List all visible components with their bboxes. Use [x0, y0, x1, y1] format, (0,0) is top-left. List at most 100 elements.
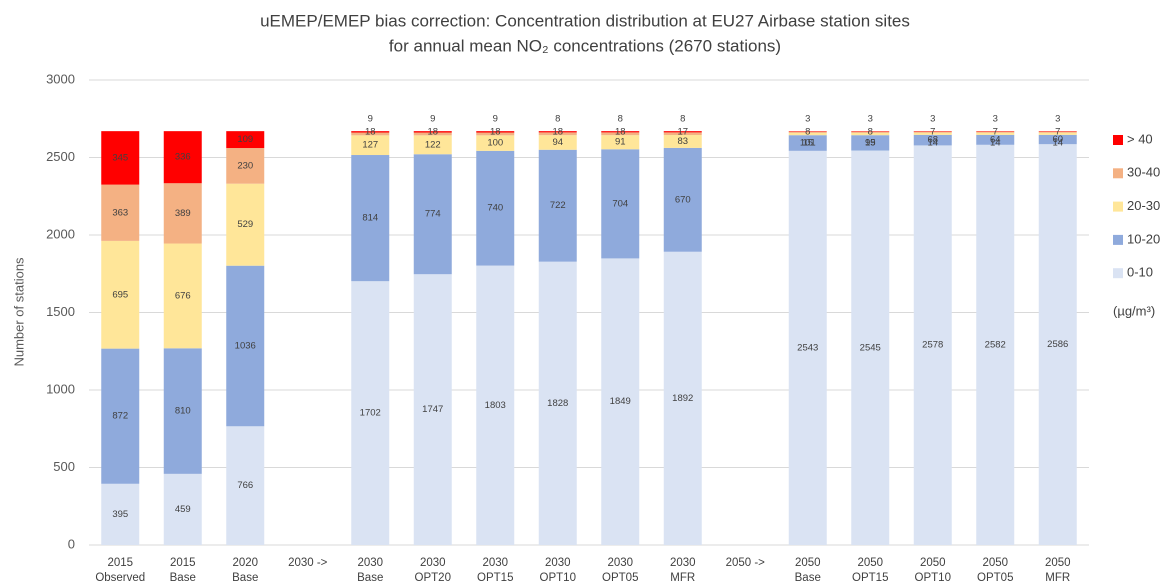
- data-label: 695: [112, 289, 128, 300]
- data-label: 1036: [235, 340, 256, 351]
- bar-segment: [788, 150, 827, 545]
- data-label: 91: [615, 137, 626, 148]
- bar-segment: [913, 131, 952, 133]
- data-label: 2543: [797, 342, 818, 353]
- legend-swatch: [1113, 268, 1123, 279]
- data-label: 1849: [610, 396, 631, 407]
- x-tick-label: 2050: [795, 557, 821, 569]
- bar-segment: [913, 134, 952, 146]
- legend-swatch: [1113, 201, 1123, 212]
- data-label: 8: [805, 127, 810, 138]
- bar-segment: [976, 144, 1015, 546]
- bar-segment: [476, 265, 515, 545]
- data-label: 9: [368, 114, 373, 125]
- x-tick-label: 2020: [232, 557, 258, 569]
- x-tick-label: 2030: [357, 557, 383, 569]
- legend-label: 30-40: [1127, 165, 1160, 180]
- data-label: 1747: [422, 404, 443, 415]
- data-label: 8: [555, 114, 560, 125]
- bar-segment: [601, 149, 640, 259]
- bar-segment: [476, 131, 515, 133]
- chart-title: for annual mean NO₂ concentrations (2670…: [389, 36, 781, 55]
- x-tick-label: OPT15: [477, 572, 513, 584]
- data-label: 109: [237, 134, 253, 145]
- data-label: 676: [175, 290, 191, 301]
- x-tick-label: OPT05: [977, 572, 1013, 584]
- bar-segment: [663, 135, 702, 148]
- data-label: 8: [618, 114, 623, 125]
- data-label: 7: [1055, 127, 1060, 138]
- data-label: 60: [1052, 134, 1063, 145]
- x-tick-label: 2030: [545, 557, 571, 569]
- data-label: 459: [175, 504, 191, 515]
- data-label: 3: [1055, 114, 1060, 125]
- bar-segment: [163, 243, 202, 349]
- y-axis-label: Number of stations: [11, 257, 26, 367]
- bar-segment: [163, 183, 202, 244]
- x-tick-label: 2050: [982, 557, 1008, 569]
- data-label: 9: [430, 114, 435, 125]
- bar-segment: [413, 154, 452, 275]
- data-label: 127: [362, 140, 378, 151]
- y-tick-label: 2500: [46, 149, 75, 164]
- legend-swatch: [1113, 234, 1123, 245]
- bar-segment: [226, 426, 265, 545]
- x-tick-label: OPT10: [915, 572, 951, 584]
- x-tick-label: Base: [795, 572, 821, 584]
- bar-segment: [538, 131, 577, 133]
- bar-segment: [1038, 132, 1077, 135]
- bar-segment: [1038, 134, 1077, 145]
- bar-segment: [851, 135, 890, 151]
- bar-segment: [476, 150, 515, 266]
- data-label: 872: [112, 411, 128, 422]
- data-label: 395: [112, 509, 128, 520]
- bar-segment: [351, 135, 390, 156]
- bar-segment: [476, 135, 515, 151]
- x-tick-label: Base: [232, 572, 258, 584]
- legend-label: 0-10: [1127, 265, 1153, 280]
- data-label: 389: [175, 208, 191, 219]
- bar-segment: [663, 251, 702, 546]
- bar-segment: [163, 348, 202, 474]
- data-label: 740: [487, 203, 503, 214]
- bar-segment: [101, 131, 140, 185]
- data-label: 8: [868, 127, 873, 138]
- data-label: 2582: [985, 339, 1006, 350]
- bar-segment: [351, 281, 390, 545]
- data-label: 100: [487, 138, 503, 149]
- legend-swatch: [1113, 168, 1123, 179]
- data-label: 529: [237, 219, 253, 230]
- x-tick-label: 2030: [607, 557, 633, 569]
- bar-segment: [101, 240, 140, 349]
- bar-segment: [538, 135, 577, 150]
- data-label: 722: [550, 200, 566, 211]
- data-label: 3: [993, 114, 998, 125]
- x-tick-label: OPT05: [602, 572, 638, 584]
- data-label: 18: [552, 127, 563, 138]
- bar-segment: [226, 183, 265, 266]
- bar-segment: [851, 150, 890, 545]
- bar-segment: [351, 132, 390, 136]
- legend-label: > 40: [1127, 131, 1153, 146]
- x-tick-label: 2015: [107, 557, 133, 569]
- x-tick-label: 2050 ->: [726, 557, 766, 569]
- bar-segment: [101, 348, 140, 484]
- y-tick-label: 500: [53, 459, 75, 474]
- x-tick-label: 2050: [920, 557, 946, 569]
- bar-segment: [1038, 144, 1077, 546]
- x-tick-label: 2030: [420, 557, 446, 569]
- data-label: 18: [365, 127, 376, 138]
- data-label: 94: [552, 137, 563, 148]
- bar-segment: [538, 149, 577, 262]
- bar-segment: [351, 131, 390, 133]
- data-label: 99: [865, 137, 876, 148]
- x-tick-label: 2050: [857, 557, 883, 569]
- bar-segment: [601, 258, 640, 545]
- bar-segment: [913, 145, 952, 545]
- data-label: 18: [490, 127, 501, 138]
- data-label: 774: [425, 209, 441, 220]
- bar-segment: [851, 132, 890, 136]
- data-label: 14: [927, 138, 938, 149]
- bar-segment: [413, 131, 452, 133]
